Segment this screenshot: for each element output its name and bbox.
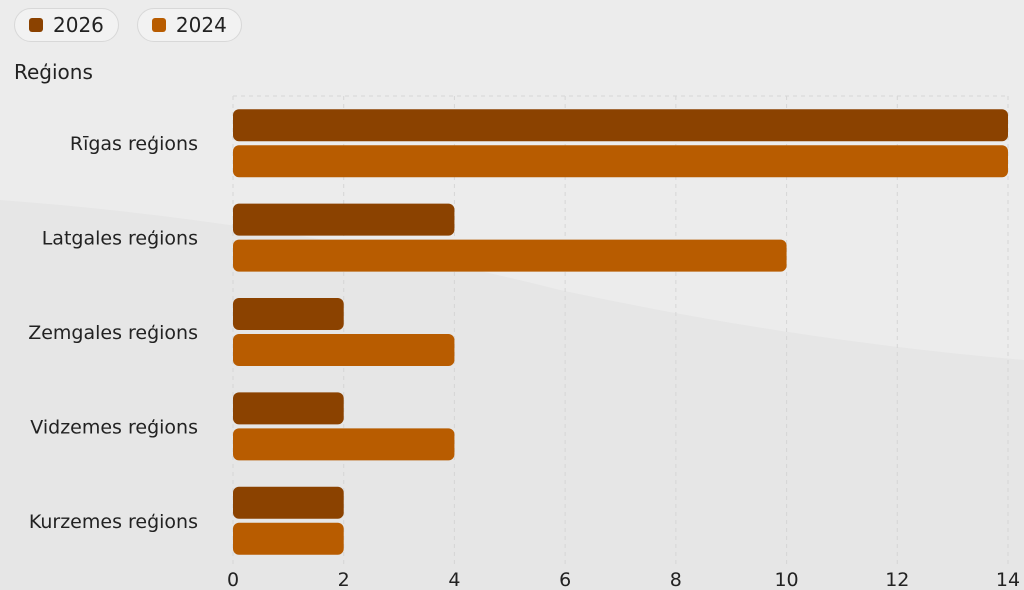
legend-item-2026[interactable]: 2026	[14, 8, 119, 42]
bar-2024-1[interactable]	[233, 239, 787, 272]
bar-2026-3[interactable]	[233, 392, 344, 425]
category-label-1: Latgales reģions	[42, 228, 198, 250]
bar-2026-4[interactable]	[233, 486, 344, 519]
bar-2026-0[interactable]	[233, 109, 1008, 142]
x-tick-label-4: 8	[670, 569, 682, 590]
bar-2024-0[interactable]	[233, 145, 1008, 178]
legend-item-2024[interactable]: 2024	[136, 8, 242, 42]
bar-2024-2[interactable]	[233, 334, 455, 366]
legend-label-2024: 2024	[175, 13, 227, 37]
bar-2024-4[interactable]	[233, 522, 344, 555]
x-tick-label-7: 14	[996, 569, 1020, 590]
x-tick-label-2: 4	[448, 569, 460, 590]
category-label-0: Rīgas reģions	[70, 133, 198, 155]
legend: 2026 2024	[14, 8, 242, 42]
bar-2026-2[interactable]	[233, 298, 344, 330]
category-label-2: Zemgales reģions	[28, 322, 198, 344]
x-tick-label-3: 6	[559, 569, 571, 590]
x-tick-label-5: 10	[774, 569, 798, 590]
x-tick-label-6: 12	[885, 569, 909, 590]
category-label-3: Vidzemes reģions	[30, 416, 198, 438]
bar-2024-3[interactable]	[233, 428, 455, 461]
legend-label-2026: 2026	[53, 13, 104, 37]
legend-swatch-2026	[29, 18, 43, 32]
x-tick-label-1: 2	[338, 569, 350, 590]
category-label-4: Kurzemes reģions	[29, 511, 198, 533]
bar-2026-1[interactable]	[233, 203, 455, 236]
x-tick-label-0: 0	[227, 569, 239, 590]
legend-swatch-2024	[151, 18, 166, 32]
y-axis-title: Reģions	[14, 60, 93, 84]
